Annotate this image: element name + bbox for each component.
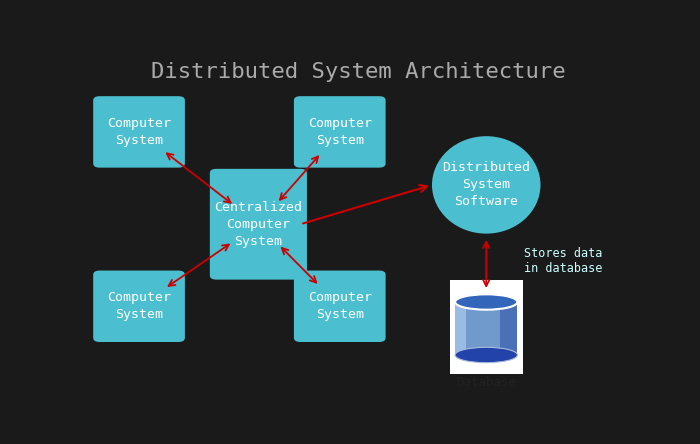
Text: Distributed
System
Software: Distributed System Software [442, 162, 530, 208]
Text: Distributed System Architecture: Distributed System Architecture [151, 62, 566, 82]
Text: Computer
System: Computer System [308, 291, 372, 321]
FancyBboxPatch shape [449, 280, 523, 374]
Text: Stores data
in database: Stores data in database [524, 246, 603, 274]
Polygon shape [455, 302, 466, 355]
Text: Database: Database [456, 377, 516, 389]
FancyBboxPatch shape [294, 96, 386, 168]
FancyBboxPatch shape [294, 270, 386, 342]
Polygon shape [455, 302, 517, 355]
FancyBboxPatch shape [93, 96, 185, 168]
Ellipse shape [455, 347, 517, 363]
Ellipse shape [432, 136, 540, 234]
Ellipse shape [455, 294, 517, 310]
FancyBboxPatch shape [210, 169, 307, 280]
Text: Centralized
Computer
System: Centralized Computer System [214, 201, 302, 248]
Polygon shape [500, 302, 517, 355]
Text: Computer
System: Computer System [308, 117, 372, 147]
Text: Computer
System: Computer System [107, 117, 171, 147]
FancyBboxPatch shape [93, 270, 185, 342]
Text: Computer
System: Computer System [107, 291, 171, 321]
